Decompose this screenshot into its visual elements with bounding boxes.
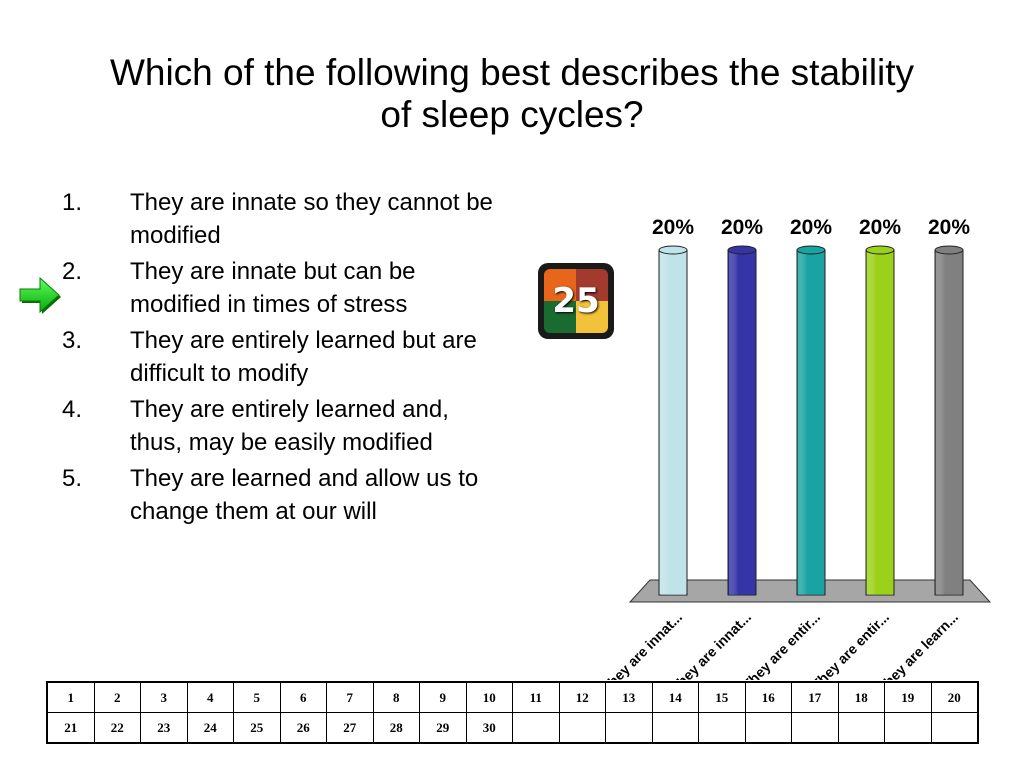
option-number: 1.	[62, 189, 83, 216]
grid-row: 1 2 3 4 5 6 7 8 9 10 11 12 13 14 15 16 17 18 19 20	[46, 681, 979, 713]
grid-cell: 24	[186, 712, 234, 744]
grid-cell: 12	[558, 681, 606, 713]
grid-cell: 3	[140, 681, 188, 713]
grid-cell: 14	[651, 681, 699, 713]
grid-cell: 25	[233, 712, 281, 744]
countdown-timer-icon: 25	[538, 263, 614, 339]
grid-cell: 29	[419, 712, 467, 744]
grid-cell: 10	[465, 681, 513, 713]
slide-title: Which of the following best describes th…	[60, 52, 964, 136]
option-number: 2.	[62, 258, 83, 285]
grid-cell: 9	[419, 681, 467, 713]
grid-cell	[558, 712, 606, 744]
grid-cell: 21	[46, 712, 95, 744]
grid-cell: 23	[140, 712, 188, 744]
response-bar-chart: 20% 20% 20% 20% 20% They are innat...They ar…	[600, 216, 992, 680]
bar-4-cap	[865, 245, 895, 255]
grid-cell: 11	[512, 681, 560, 713]
timer-count: 25	[552, 281, 600, 321]
grid-cell	[791, 712, 839, 744]
option-number: 3.	[62, 327, 83, 354]
grid-cell: 7	[326, 681, 374, 713]
grid-cell: 8	[372, 681, 420, 713]
answer-option-2[interactable]: 2. They are innate but can be modified in…	[62, 255, 502, 321]
grid-cell	[884, 712, 932, 744]
grid-cell: 27	[326, 712, 374, 744]
grid-cell: 16	[744, 681, 792, 713]
green-arrow-icon	[19, 276, 61, 314]
title-line-2: of sleep cycles?	[380, 94, 644, 135]
bar-4-shine	[867, 250, 893, 595]
bar-value-label-3: 20%	[790, 216, 832, 239]
grid-cell: 6	[279, 681, 327, 713]
answer-option-5[interactable]: 5. They are learned and allow us to chang…	[62, 462, 502, 528]
bar-value-label-2: 20%	[721, 216, 763, 239]
answer-option-4[interactable]: 4. They are entirely learned and, thus, m…	[62, 393, 502, 459]
grid-cell	[605, 712, 653, 744]
response-grid: 1 2 3 4 5 6 7 8 9 10 11 12 13 14 15 16 17 18 19 20 21 22 23 24…	[46, 681, 979, 744]
option-text: They are innate but can be modified in t…	[130, 258, 416, 318]
bar-value-label-1: 20%	[652, 216, 694, 239]
grid-cell	[698, 712, 746, 744]
bar-3-shine	[798, 250, 824, 595]
bar-value-label-4: 20%	[859, 216, 901, 239]
grid-cell: 17	[791, 681, 839, 713]
bar-3-cap	[796, 245, 826, 255]
option-text: They are learned and allow us to change …	[130, 465, 479, 525]
category-label-1: They are innat...	[600, 609, 685, 680]
grid-cell: 19	[884, 681, 932, 713]
bar-1-cap	[658, 245, 688, 255]
grid-cell: 13	[605, 681, 653, 713]
grid-cell: 4	[186, 681, 234, 713]
option-text: They are innate so they cannot be modifi…	[130, 189, 493, 249]
grid-cell: 20	[930, 681, 979, 713]
option-number: 4.	[62, 396, 83, 423]
grid-cell	[651, 712, 699, 744]
grid-cell	[930, 712, 979, 744]
bar-2-cap	[727, 245, 757, 255]
grid-row: 21 22 23 24 25 26 27 28 29 30	[46, 712, 979, 744]
grid-cell: 30	[465, 712, 513, 744]
bar-5-cap	[934, 245, 964, 255]
grid-cell: 18	[837, 681, 885, 713]
bar-1-shine	[660, 250, 686, 595]
answer-option-1[interactable]: 1. They are innate so they cannot be modi…	[62, 186, 502, 252]
option-text: They are entirely learned and, thus, may…	[130, 396, 449, 456]
grid-cell: 15	[698, 681, 746, 713]
bar-value-label-5: 20%	[928, 216, 970, 239]
grid-cell: 26	[279, 712, 327, 744]
grid-cell	[837, 712, 885, 744]
grid-cell: 22	[93, 712, 141, 744]
grid-cell: 1	[46, 681, 95, 713]
grid-cell	[744, 712, 792, 744]
grid-cell: 28	[372, 712, 420, 744]
option-text: They are entirely learned but are diffic…	[130, 327, 477, 387]
answer-options: 1. They are innate so they cannot be modi…	[62, 186, 502, 531]
bar-2-shine	[729, 250, 755, 595]
grid-cell: 5	[233, 681, 281, 713]
grid-cell: 2	[93, 681, 141, 713]
option-number: 5.	[62, 465, 83, 492]
title-line-1: Which of the following best describes th…	[109, 52, 915, 93]
bar-5-shine	[936, 250, 962, 595]
answer-option-3[interactable]: 3. They are entirely learned but are diff…	[62, 324, 502, 390]
grid-cell	[512, 712, 560, 744]
